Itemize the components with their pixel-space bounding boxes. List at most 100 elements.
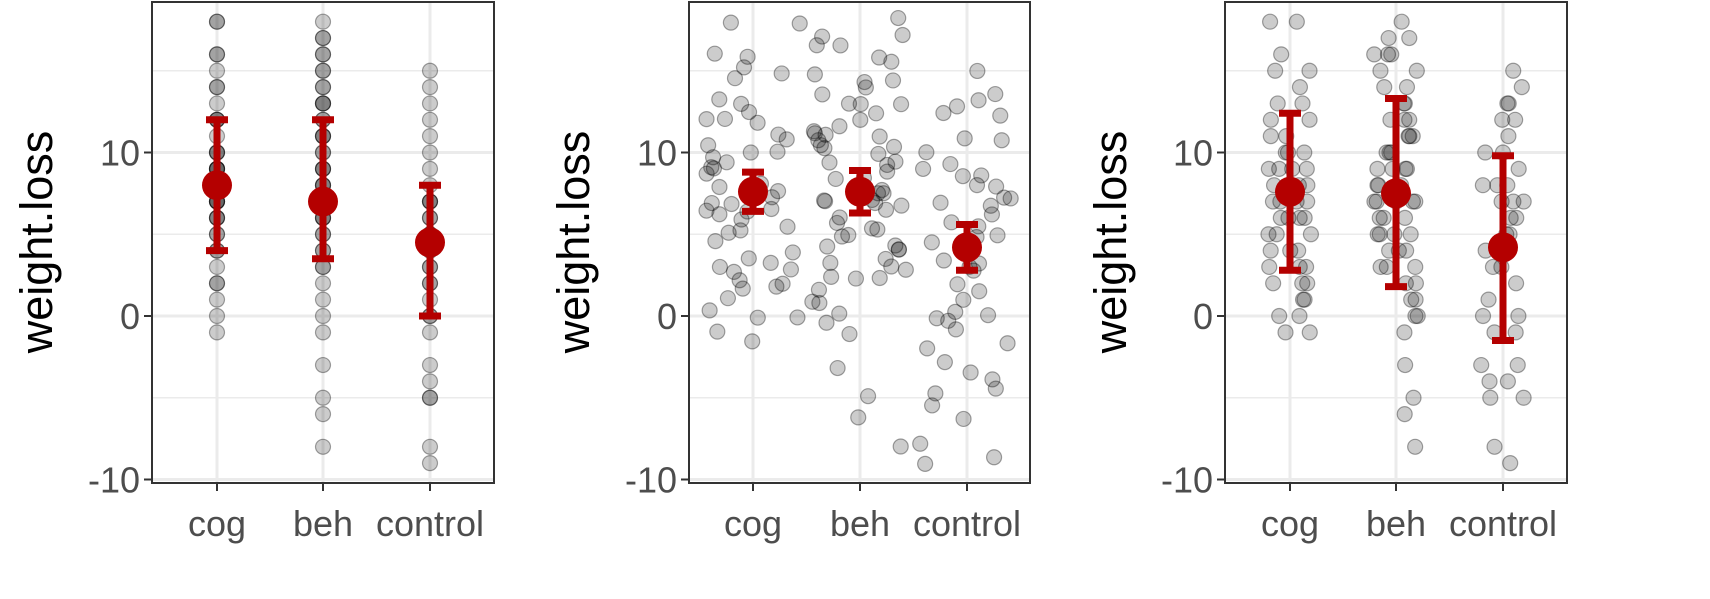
data-point — [1296, 209, 1313, 226]
data-point — [314, 356, 332, 374]
data-point — [927, 385, 944, 402]
data-point — [698, 202, 715, 219]
data-point — [993, 132, 1010, 149]
data-point — [877, 201, 895, 218]
data-point — [1515, 193, 1532, 210]
data-point — [1400, 128, 1417, 145]
data-point — [1500, 95, 1517, 112]
data-point — [987, 85, 1004, 103]
data-point — [1268, 226, 1285, 243]
data-point — [1401, 128, 1418, 145]
data-point — [1302, 226, 1320, 243]
data-point — [1407, 307, 1424, 325]
data-point — [1294, 291, 1312, 308]
data-point — [857, 79, 874, 96]
data-point — [816, 140, 833, 157]
x-tick-label: beh — [830, 503, 890, 544]
data-point — [816, 192, 833, 209]
data-point — [917, 455, 934, 473]
data-point — [810, 281, 828, 298]
y-tick-label: -10 — [625, 460, 677, 501]
data-point — [1486, 438, 1503, 455]
data-point — [739, 48, 756, 65]
data-point — [806, 66, 823, 83]
data-point — [1482, 389, 1499, 406]
data-point — [732, 95, 750, 112]
data-point — [1272, 209, 1289, 226]
data-point — [1499, 95, 1516, 112]
data-point — [314, 275, 332, 292]
data-point — [1301, 62, 1318, 79]
points-layer — [698, 9, 1019, 473]
data-point — [208, 324, 226, 341]
data-point — [1473, 356, 1490, 374]
data-point — [1407, 275, 1425, 292]
data-point — [885, 138, 903, 155]
data-point — [982, 197, 999, 214]
data-point — [936, 354, 953, 371]
data-point — [731, 272, 748, 289]
data-point — [879, 156, 896, 174]
data-point — [897, 261, 914, 278]
data-point — [1262, 128, 1279, 145]
y-tick-label: 10 — [1173, 133, 1213, 174]
data-point — [840, 95, 858, 112]
data-point — [1408, 62, 1425, 79]
data-point — [887, 237, 904, 254]
data-point — [421, 356, 439, 374]
data-point — [1383, 46, 1400, 63]
data-point — [1288, 13, 1305, 30]
data-point — [883, 53, 900, 70]
data-point — [314, 389, 332, 406]
data-point — [983, 206, 1001, 223]
data-point — [856, 73, 873, 91]
mean-point — [202, 170, 232, 201]
data-point — [421, 389, 439, 406]
data-point — [208, 258, 226, 276]
data-point — [706, 45, 723, 62]
x-tick-label: beh — [1366, 503, 1426, 544]
data-point — [1294, 275, 1311, 292]
data-point — [1002, 190, 1019, 207]
data-point — [1401, 111, 1418, 128]
data-point — [1500, 128, 1517, 145]
data-point — [819, 238, 836, 255]
data-point — [821, 154, 838, 171]
y-tick-label: 10 — [637, 133, 677, 174]
data-point — [421, 438, 439, 455]
x-tick-label: control — [376, 503, 484, 544]
data-point — [782, 261, 800, 278]
data-point — [875, 185, 892, 202]
data-point — [208, 46, 226, 63]
data-point — [850, 409, 867, 426]
data-point — [805, 123, 823, 140]
data-point — [947, 303, 964, 320]
mean-point — [1275, 176, 1305, 207]
data-point — [971, 283, 988, 300]
data-point — [314, 95, 332, 112]
data-point — [968, 177, 986, 194]
data-point — [698, 165, 715, 182]
data-point — [890, 9, 907, 27]
x-tick-label: control — [1449, 503, 1557, 544]
data-point — [769, 143, 786, 160]
data-point — [859, 388, 877, 405]
data-point — [884, 72, 902, 89]
data-point — [784, 244, 801, 261]
data-point — [912, 435, 929, 452]
data-point — [711, 258, 729, 276]
data-point — [700, 137, 717, 154]
data-point — [969, 62, 986, 80]
data-point — [1404, 128, 1421, 145]
data-point — [1261, 13, 1279, 30]
data-point — [892, 438, 909, 455]
data-point — [314, 78, 332, 96]
data-point — [314, 307, 332, 325]
data-point — [918, 144, 935, 161]
data-point — [208, 78, 226, 96]
data-point — [828, 214, 846, 232]
data-point — [1379, 46, 1397, 63]
data-point — [1474, 307, 1492, 325]
data-point — [421, 144, 439, 161]
